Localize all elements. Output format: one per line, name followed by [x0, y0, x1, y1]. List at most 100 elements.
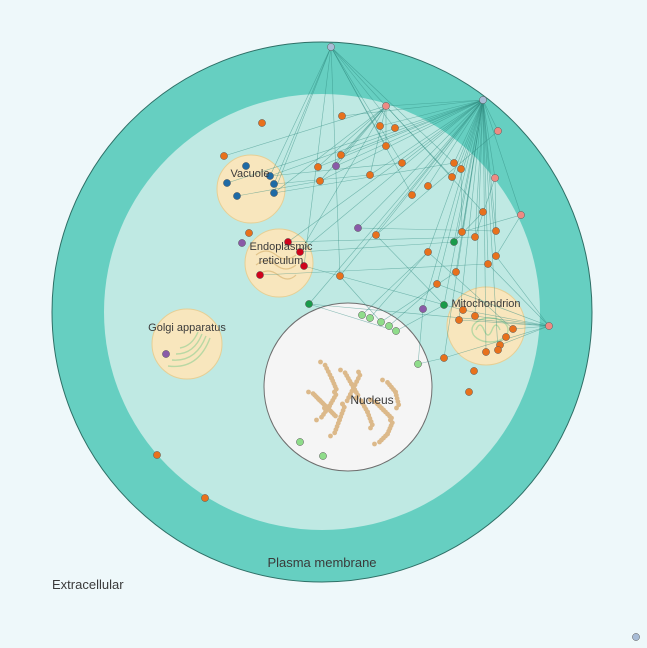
network-edge	[395, 304, 445, 332]
network-edge	[273, 105, 387, 194]
network-nodes	[153, 43, 640, 641]
chromatin-dot	[319, 414, 324, 420]
chromatin	[306, 359, 402, 447]
chromatin-dot	[368, 397, 373, 403]
network-node	[242, 162, 250, 170]
network-node	[256, 271, 264, 279]
chromatin-dot	[333, 413, 338, 419]
chromatin-dot	[380, 377, 385, 383]
network-edge	[512, 325, 550, 330]
network-edge	[273, 46, 332, 194]
network-edge	[330, 46, 455, 164]
network-edge	[299, 105, 387, 253]
network-node	[314, 163, 322, 171]
network-node	[470, 367, 478, 375]
network-node	[358, 311, 366, 319]
network-edge	[259, 263, 489, 276]
network-edge	[417, 357, 445, 365]
network-edge	[462, 309, 550, 327]
network-node	[366, 171, 374, 179]
network-edge	[357, 227, 497, 232]
network-node	[517, 211, 525, 219]
network-edge	[482, 99, 522, 216]
network-edge	[269, 46, 332, 177]
er-shape	[244, 228, 314, 298]
network-edge	[299, 99, 484, 253]
network-node	[398, 159, 406, 167]
chromatin-dot	[354, 395, 359, 401]
network-edges	[223, 46, 550, 365]
network-edge	[443, 99, 484, 306]
network-node	[465, 388, 473, 396]
network-edge	[308, 303, 397, 332]
network-edge	[427, 99, 484, 187]
network-node	[502, 333, 510, 341]
network-node	[220, 152, 228, 160]
network-edge	[223, 105, 387, 157]
er-label-line1: Endoplasmic	[250, 241, 313, 253]
network-node	[300, 262, 308, 270]
network-edge	[339, 99, 484, 277]
network-node	[509, 325, 517, 333]
network-edge	[303, 46, 332, 267]
network-edge	[339, 275, 382, 323]
network-node	[382, 142, 390, 150]
network-edge	[299, 241, 455, 253]
network-edge	[317, 99, 484, 168]
er-folds	[255, 250, 297, 280]
network-node	[494, 346, 502, 354]
network-edge	[287, 99, 484, 243]
network-edge	[482, 99, 487, 353]
network-edge	[340, 105, 387, 156]
network-edge	[303, 265, 341, 277]
network-node	[440, 301, 448, 309]
network-edge	[375, 99, 484, 236]
network-node	[455, 316, 463, 324]
network-node	[440, 354, 448, 362]
network-node	[201, 494, 209, 502]
network-edge	[487, 263, 550, 327]
network-edge	[458, 319, 550, 327]
network-node	[245, 229, 253, 237]
network-edge	[273, 46, 332, 185]
network-node	[433, 280, 441, 288]
network-edge	[340, 99, 484, 156]
network-node	[450, 238, 458, 246]
network-edge	[499, 325, 550, 346]
network-node	[484, 260, 492, 268]
golgi-shape	[151, 308, 223, 380]
network-node	[233, 192, 241, 200]
network-edge	[236, 180, 321, 197]
network-edge	[482, 99, 489, 265]
network-node	[319, 452, 327, 460]
network-node	[284, 238, 292, 246]
plasma-membrane-label: Plasma membrane	[267, 555, 376, 570]
network-node	[492, 252, 500, 260]
network-node	[545, 322, 553, 330]
golgi-stack	[167, 331, 211, 368]
network-edge	[308, 99, 484, 305]
network-node	[153, 451, 161, 459]
network-node	[266, 172, 274, 180]
golgi-label: Golgi apparatus	[148, 322, 226, 334]
network-node	[354, 224, 362, 232]
network-edge	[453, 211, 484, 243]
chromatin-dot	[377, 439, 382, 445]
er-label-line2: reticulum	[259, 255, 304, 267]
network-node	[419, 305, 427, 313]
network-edge	[380, 271, 457, 323]
network-edge	[369, 251, 429, 319]
network-node	[337, 151, 345, 159]
mitochondrion-label: Mitochondrion	[451, 298, 520, 310]
network-edge	[385, 105, 484, 213]
network-node	[162, 350, 170, 358]
network-node	[338, 112, 346, 120]
network-node	[366, 314, 374, 322]
network-edge	[461, 214, 522, 233]
network-edge	[319, 105, 387, 182]
network-edge	[388, 283, 438, 327]
network-edge	[357, 99, 484, 229]
network-edge	[375, 130, 499, 236]
network-node	[372, 231, 380, 239]
network-edge	[330, 46, 341, 277]
